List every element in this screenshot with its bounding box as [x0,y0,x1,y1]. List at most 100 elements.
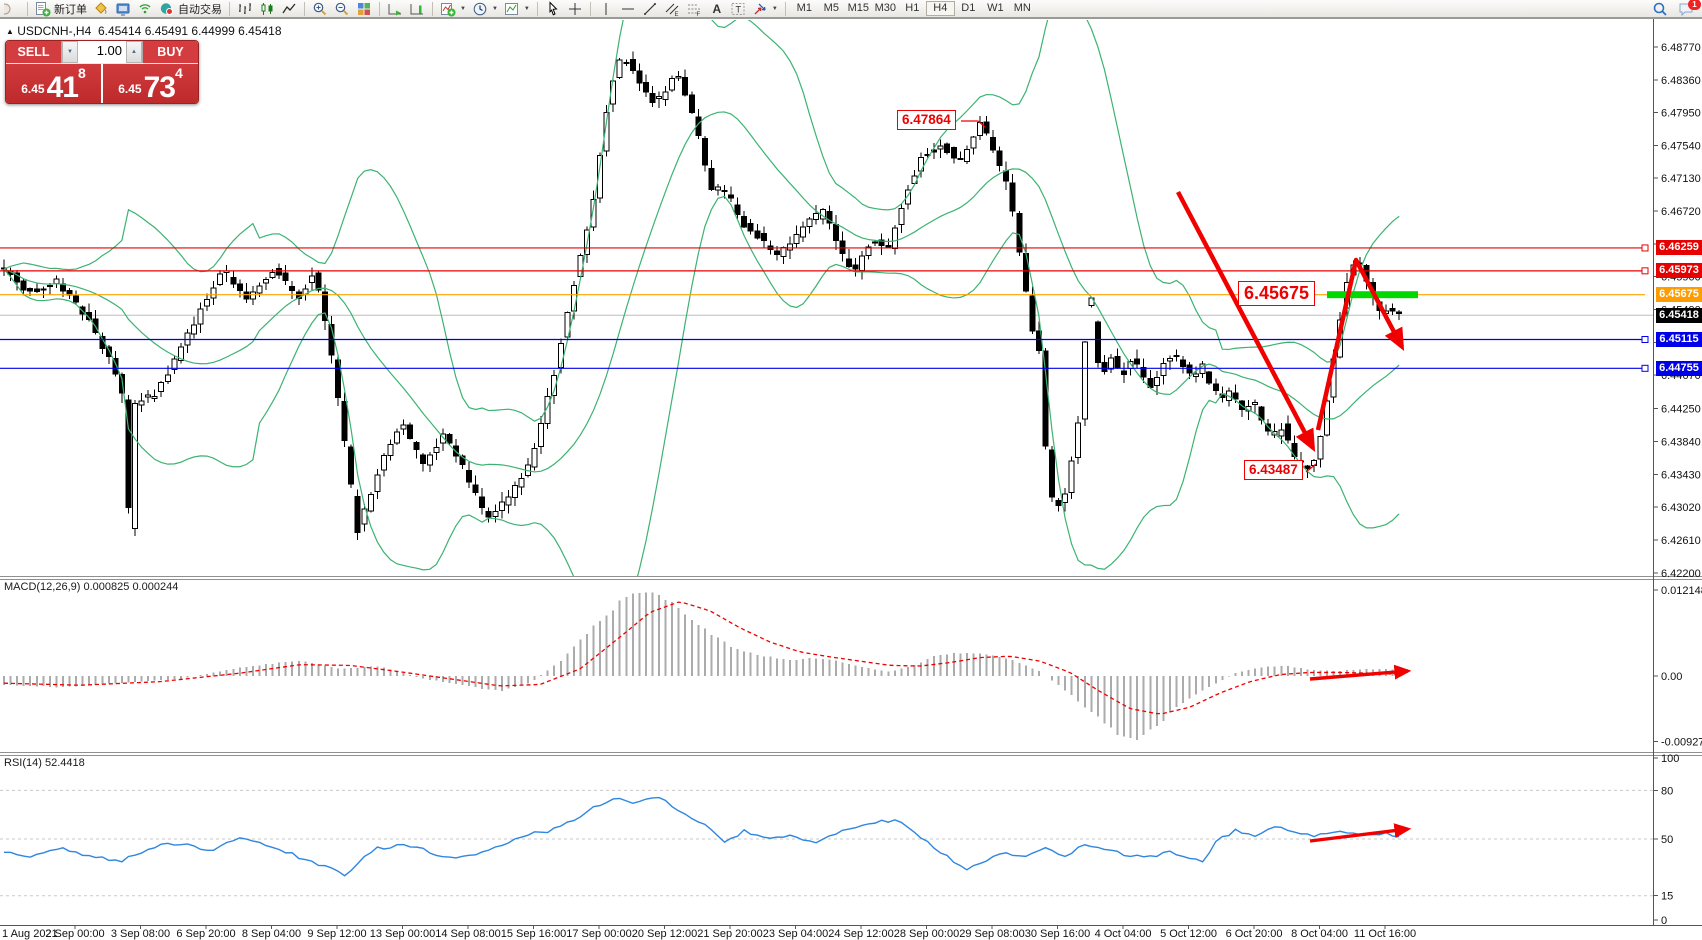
horizontal-line-tool[interactable] [618,1,638,17]
svg-text:11 Oct 16:00: 11 Oct 16:00 [1354,928,1416,940]
candlestick-chart-button[interactable] [257,1,277,17]
terminal-button[interactable] [113,1,133,17]
horizontal-lines[interactable] [0,244,1649,372]
timeframe-mn[interactable]: MN [1013,2,1031,14]
svg-text:6.43840: 6.43840 [1661,437,1701,449]
svg-text:2 Sep 00:00: 2 Sep 00:00 [45,928,104,940]
svg-text:14 Sep 08:00: 14 Sep 08:00 [435,928,500,940]
svg-text:30 Sep 16:00: 30 Sep 16:00 [1025,928,1090,940]
line-endpoint-square[interactable] [1641,364,1649,372]
svg-text:6.43430: 6.43430 [1661,469,1701,481]
equidistant-channel-tool[interactable]: E [662,1,682,17]
bar-chart-button[interactable] [235,1,255,17]
arrows-tool[interactable]: ▼ [750,1,780,17]
timeframe-h4[interactable]: H4 [925,1,955,16]
auto-scroll-button[interactable] [385,1,405,17]
sell-price[interactable]: 6.45 41 8 [6,64,101,103]
buy-price-big: 73 [143,71,176,104]
text-label-tool[interactable]: T [728,1,748,17]
macd-arrow[interactable] [1309,664,1412,681]
line-chart-button[interactable] [279,1,299,17]
zoom-out-icon [335,2,349,15]
volume-input[interactable]: 1.00 [96,43,122,58]
timeframe-w1[interactable]: W1 [987,2,1004,14]
price-line-badge: 6.46259 [1656,240,1702,256]
price-annotation-6.43487[interactable]: 6.43487 [1244,460,1303,480]
zoom-out-button[interactable] [332,1,352,17]
rsi-line [3,796,1400,877]
crosshair-tool-button[interactable] [565,1,585,17]
templates-button[interactable]: ▼ [502,1,532,17]
volume-stepper: ▼ 1.00 ▲ [61,41,143,63]
paint-bucket-icon [95,1,107,14]
text-tool[interactable]: A [706,1,726,17]
clock-icon [473,2,487,15]
toolbar-separator [27,1,28,16]
price-annotation-6.45675[interactable]: 6.45675 [1238,281,1316,306]
search-icon [1653,2,1667,16]
sell-price-sup: 8 [77,65,86,81]
buy-price[interactable]: 6.45 73 4 [101,64,198,104]
bar-chart-icon [239,2,251,14]
svg-text:15: 15 [1661,891,1673,903]
svg-text:4 Oct 04:00: 4 Oct 04:00 [1095,928,1152,940]
svg-text:6 Sep 20:00: 6 Sep 20:00 [176,928,235,940]
volume-increase-button[interactable]: ▲ [126,41,142,63]
fibonacci-tool[interactable]: F [684,1,704,17]
toolbar-separator [432,1,433,16]
trendline-tool[interactable] [640,1,660,17]
timeframe-group: M1 M5 M15 M30 H1 H4 D1 W1 MN [791,1,1036,16]
new-order-button[interactable]: 新订单 [33,1,89,17]
indicators-button[interactable]: ▼ [438,1,468,17]
ohlc-high: 6.45491 [144,24,189,38]
svg-text:6.46720: 6.46720 [1661,206,1701,218]
timeframe-d1[interactable]: D1 [961,2,976,14]
cursor-tool-button[interactable] [543,0,563,17]
timeframe-m15[interactable]: M15 [847,2,870,14]
current-price-badge: 6.45418 [1656,307,1702,323]
signal-icon [139,3,151,13]
axes: 6.48770 6.48360 6.47950 6.47540 6.47130 6.467… [0,18,1702,940]
styler-button[interactable] [91,1,111,17]
toolbar-separator [536,1,538,16]
sell-button[interactable]: SELL [17,45,50,59]
zoom-in-icon [313,2,327,15]
autotrade-button[interactable]: 自动交易 [157,1,224,17]
macd-pane [3,592,1401,741]
main-toolbar: 新订单 自动交易 ▼ ▼ ▼ E F A T ▼ [0,0,1702,18]
zoom-in-button[interactable] [310,1,330,17]
buy-price-sup: 4 [174,65,183,81]
line-endpoint-square[interactable] [1641,336,1649,344]
svg-text:13 Sep 00:00: 13 Sep 00:00 [370,928,435,940]
vertical-line-tool[interactable] [596,1,616,17]
signals-button[interactable] [135,1,155,17]
toolbar-separator [229,1,230,16]
line-endpoint-square[interactable] [1641,267,1649,275]
notifications-button[interactable]: 1 [1676,0,1701,17]
price-line-badge: 6.45973 [1656,263,1702,279]
timeframe-m30[interactable]: M30 [874,2,897,14]
macd-signal-line [3,601,1400,715]
svg-text:3 Sep 08:00: 3 Sep 08:00 [111,928,170,940]
svg-text:-0.00927: -0.00927 [1661,737,1702,749]
candlesticks [1,51,1403,540]
search-button[interactable] [1650,1,1670,17]
svg-text:6.42200: 6.42200 [1661,568,1701,580]
line-endpoint-square[interactable] [1641,244,1649,252]
tile-windows-button[interactable] [354,1,374,17]
periods-button[interactable]: ▼ [470,1,500,17]
chart-shift-button[interactable] [407,1,427,17]
auto-scroll-icon [388,3,401,15]
rsi-arrow[interactable] [1309,823,1412,843]
timeframe-m5[interactable]: M5 [823,2,839,14]
timeframe-m1[interactable]: M1 [796,2,812,14]
svg-text:6.48770: 6.48770 [1661,42,1701,54]
buy-button[interactable]: BUY [157,45,184,59]
volume-decrease-button[interactable]: ▼ [62,41,78,63]
trend-arrows[interactable] [1176,190,1405,452]
timeframe-h1[interactable]: H1 [905,2,920,14]
price-annotation-6.47864[interactable]: 6.47864 [897,110,956,130]
ohlc-open: 6.45414 [97,24,142,38]
ohlc-low: 6.44999 [191,24,235,38]
